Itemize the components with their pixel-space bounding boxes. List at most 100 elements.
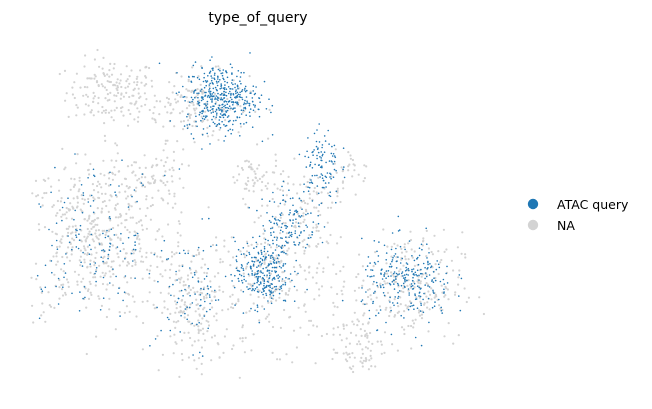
scatter-point	[284, 299, 286, 302]
scatter-point	[243, 253, 245, 255]
scatter-point	[400, 326, 404, 329]
scatter-point	[386, 282, 389, 285]
scatter-point	[430, 265, 433, 268]
scatter-point	[38, 317, 41, 320]
scatter-point	[260, 249, 263, 252]
scatter-point	[424, 284, 427, 286]
scatter-point	[167, 292, 170, 295]
scatter-point	[159, 291, 162, 294]
scatter-point	[71, 93, 74, 96]
scatter-point	[223, 140, 225, 142]
scatter-point	[129, 102, 132, 105]
scatter-point	[92, 226, 95, 229]
scatter-point	[232, 284, 235, 288]
scatter-point	[192, 286, 195, 289]
scatter-point	[219, 98, 222, 101]
scatter-point	[392, 279, 395, 282]
scatter-point	[209, 308, 211, 311]
scatter-point	[54, 166, 56, 169]
scatter-point	[98, 233, 102, 236]
scatter-point	[75, 206, 79, 209]
scatter-point	[176, 93, 179, 96]
scatter-point	[126, 195, 129, 198]
scatter-point	[41, 302, 44, 305]
scatter-point	[353, 289, 356, 292]
scatter-point	[273, 222, 276, 225]
scatter-point	[78, 179, 81, 182]
scatter-point	[263, 250, 266, 253]
scatter-point	[271, 266, 274, 269]
scatter-point	[194, 96, 196, 99]
scatter-point	[311, 174, 314, 177]
scatter-point	[144, 166, 147, 169]
scatter-point	[95, 270, 97, 273]
scatter-point	[267, 281, 270, 283]
scatter-point	[64, 99, 67, 102]
scatter-point	[207, 324, 211, 327]
scatter-point	[146, 300, 149, 303]
scatter-point	[163, 306, 166, 309]
scatter-point	[75, 236, 78, 238]
scatter-point	[138, 250, 141, 253]
scatter-point	[53, 273, 56, 276]
scatter-point	[126, 165, 130, 168]
scatter-point	[309, 165, 311, 167]
scatter-point	[224, 87, 226, 89]
scatter-point	[394, 296, 397, 298]
scatter-point	[457, 283, 460, 286]
scatter-point	[287, 247, 290, 250]
scatter-point	[266, 212, 268, 214]
scatter-point	[215, 319, 218, 322]
scatter-point	[210, 359, 213, 362]
scatter-point	[182, 120, 185, 123]
scatter-point	[112, 67, 115, 70]
scatter-point	[117, 292, 119, 295]
scatter-point	[157, 189, 160, 192]
scatter-point	[197, 277, 200, 280]
scatter-point	[61, 255, 64, 259]
scatter-point	[389, 263, 392, 265]
scatter-point	[311, 182, 314, 184]
scatter-point	[128, 208, 131, 211]
scatter-point	[391, 259, 394, 261]
scatter-point	[329, 233, 332, 237]
scatter-point	[137, 87, 140, 90]
scatter-point	[409, 230, 412, 233]
scatter-point	[317, 242, 320, 246]
scatter-point	[272, 294, 275, 297]
scatter-point	[403, 285, 406, 288]
scatter-point	[403, 317, 405, 319]
scatter-point	[382, 284, 384, 286]
scatter-point	[164, 105, 167, 108]
scatter-point	[138, 207, 142, 210]
scatter-point	[218, 104, 221, 107]
scatter-point	[442, 278, 445, 281]
scatter-point	[254, 309, 256, 312]
scatter-point	[150, 175, 153, 178]
scatter-point	[205, 104, 207, 107]
scatter-point	[243, 71, 245, 74]
scatter-point	[92, 189, 96, 192]
scatter-point	[352, 370, 355, 374]
scatter-point	[357, 286, 361, 289]
scatter-point	[273, 217, 276, 220]
scatter-point	[383, 244, 386, 247]
scatter-point	[250, 349, 253, 352]
scatter-point	[152, 174, 155, 177]
chart-title: type_of_query	[208, 10, 307, 26]
scatter-point	[284, 244, 286, 247]
scatter-point	[50, 260, 53, 262]
scatter-point	[190, 133, 193, 135]
scatter-point	[254, 273, 256, 276]
scatter-point	[91, 220, 94, 223]
scatter-point	[127, 109, 130, 112]
scatter-point	[278, 265, 281, 268]
scatter-point	[90, 109, 93, 112]
scatter-point	[273, 276, 276, 279]
scatter-point	[297, 222, 300, 224]
scatter-point	[277, 287, 280, 291]
scatter-point	[87, 288, 90, 291]
scatter-point	[357, 173, 360, 176]
scatter-point	[197, 357, 201, 360]
scatter-point	[243, 102, 246, 104]
